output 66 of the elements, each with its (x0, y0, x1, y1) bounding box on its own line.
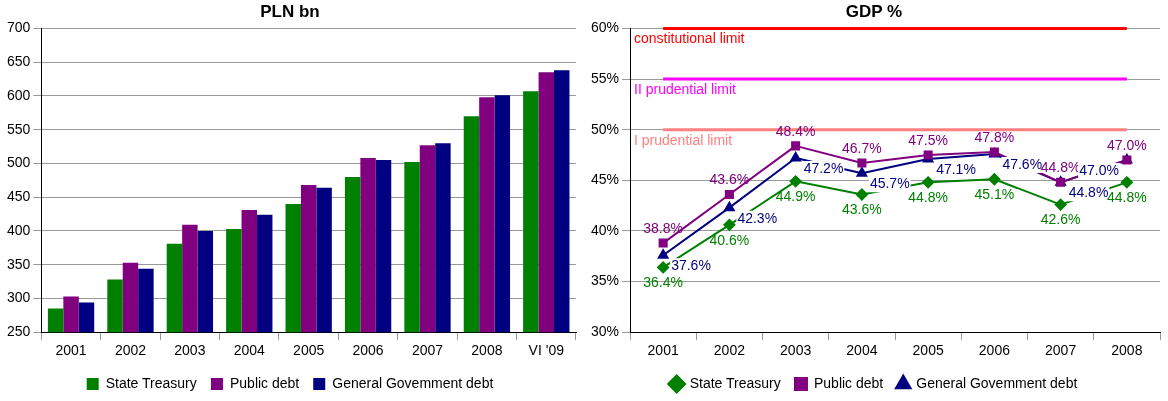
x-tick-label: 2006 (352, 342, 384, 359)
y-tick-label: 250 (7, 323, 31, 340)
y-tick-label: 700 (7, 19, 31, 36)
data-label: 42.6% (1040, 211, 1081, 228)
data-label: 38.8% (643, 219, 683, 236)
y-tick-label: 55% (590, 69, 620, 86)
x-tick-label: 2004 (846, 342, 878, 359)
y-tick-label: 600 (7, 86, 31, 103)
legend-label: Public debt (229, 374, 300, 391)
data-label: 40.6% (709, 231, 750, 248)
data-label: 42.3% (737, 209, 778, 226)
chart-title: GDP % (845, 1, 903, 21)
x-tick-label: 2002 (114, 342, 147, 359)
y-tick-label: 30% (590, 323, 620, 340)
data-label: 43.6% (709, 171, 750, 188)
ref-line-label: constitutional limit (634, 30, 745, 47)
data-label: 47.2% (803, 159, 844, 176)
legend-label: General Govemment debt (916, 374, 1078, 391)
data-label: 43.6% (842, 201, 882, 218)
x-tick-label: 2007 (411, 342, 444, 359)
data-label: 44.9% (775, 188, 816, 205)
data-label: 44.8% (1107, 189, 1147, 206)
y-tick-label: 650 (7, 53, 31, 70)
x-tick-label: 2003 (780, 342, 812, 359)
data-label: 47.8% (974, 128, 1015, 145)
x-tick-label: 2003 (174, 342, 206, 359)
x-tick-label: 2008 (1111, 342, 1143, 359)
y-tick-label: 500 (7, 154, 31, 171)
x-tick-label: 2002 (713, 342, 746, 359)
data-label: 44.8% (908, 189, 948, 206)
y-tick-label: 550 (7, 120, 31, 137)
data-label: 47.0% (1079, 161, 1119, 178)
x-tick-label: 2007 (1045, 342, 1077, 359)
chart-title: PLN bn (260, 1, 320, 21)
data-label: 47.5% (908, 131, 948, 148)
legend-label: General Govemment debt (332, 374, 494, 391)
data-label: 47.0% (1107, 136, 1147, 153)
y-tick-label: 50% (590, 120, 620, 137)
y-tick-label: 60% (590, 19, 620, 36)
x-tick-label: 2001 (55, 342, 87, 359)
legend-label: Public debt (813, 374, 884, 391)
x-tick-label: 2005 (293, 342, 325, 359)
y-tick-label: 40% (590, 221, 620, 238)
x-tick-label: 2006 (978, 342, 1011, 359)
data-label: 37.6% (671, 257, 711, 274)
x-tick-label: 2004 (233, 342, 266, 359)
y-tick-label: 300 (7, 289, 31, 306)
data-label: 46.7% (842, 139, 882, 156)
x-tick-label: 2005 (912, 342, 944, 359)
ref-line-label: I prudential limit (634, 131, 733, 148)
x-tick-label: 2001 (647, 342, 679, 359)
data-label: 48.4% (775, 122, 816, 139)
legend-label: State Treasury (105, 374, 197, 391)
ref-line-label: II prudential limit (634, 80, 737, 97)
data-label: 45.7% (869, 175, 910, 192)
data-label: 36.4% (643, 274, 683, 291)
y-tick-label: 400 (7, 221, 31, 238)
data-label: 47.1% (936, 160, 976, 177)
x-tick-label: 2008 (471, 342, 503, 359)
data-label: 45.1% (974, 186, 1015, 203)
y-tick-label: 450 (7, 188, 31, 205)
y-tick-label: 350 (7, 255, 31, 272)
y-tick-label: 45% (590, 171, 620, 188)
x-tick-label: VI '09 (528, 342, 565, 359)
y-tick-label: 35% (590, 272, 620, 289)
legend-label: State Treasury (689, 374, 781, 391)
